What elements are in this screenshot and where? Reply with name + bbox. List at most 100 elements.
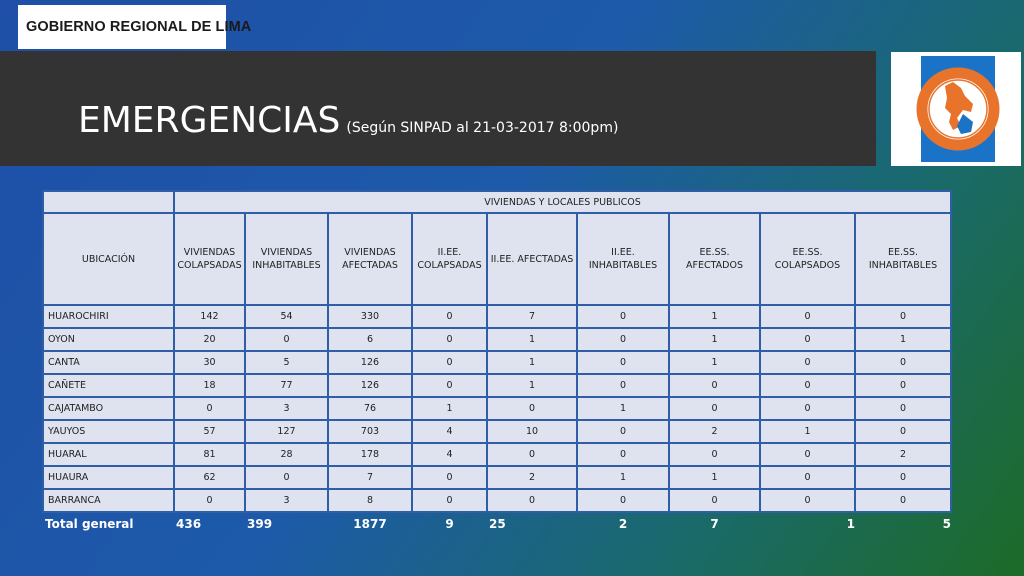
table-row: BARRANCA 0 3 8 0 0 0 0 0 0 [42,488,953,513]
value-cell: 81 [173,442,246,467]
value-cell: 10 [486,419,578,444]
value-cell: 1 [576,465,670,490]
value-cell: 0 [244,465,329,490]
value-cell: 1 [668,327,761,352]
value-cell: 0 [853,350,953,375]
value-cell: 1 [668,350,761,375]
value-cell: 4 [411,442,488,467]
value-cell: 0 [411,350,488,375]
value-cell: 1 [411,396,488,421]
value-cell: 0 [576,488,670,513]
group-header: VIVIENDAS Y LOCALES PUBLICOS [172,190,953,214]
value-cell: 0 [759,327,856,352]
value-cell: 1 [486,327,578,352]
value-cell: 0 [576,327,670,352]
table-row: YAUYOS 57 127 703 4 10 0 2 1 0 [42,419,953,444]
total-cell: 436 [176,517,202,531]
location-cell: CAJATAMBO [42,396,175,421]
value-cell: 18 [173,373,246,398]
value-cell: 54 [244,304,329,329]
page-title: EMERGENCIAS (Según SINPAD al 21-03-2017 8… [78,100,618,141]
value-cell: 0 [486,396,578,421]
title-subtitle: (Según SINPAD al 21-03-2017 8:00pm) [346,120,619,136]
location-cell: HUAROCHIRI [42,304,175,329]
total-cell: 7 [710,517,719,531]
org-name: GOBIERNO REGIONAL DE LIMA [26,19,252,35]
total-cell: 5 [942,517,952,531]
location-cell: CAÑETE [42,373,175,398]
column-header: EE.SS. AFECTADOS [668,212,761,306]
value-cell: 0 [853,465,953,490]
value-cell: 0 [576,350,670,375]
value-cell: 0 [759,350,856,375]
value-cell: 2 [486,465,578,490]
civil-defense-seal [891,52,1021,166]
value-cell: 703 [327,419,413,444]
table-row: CANTA 30 5 126 0 1 0 1 0 0 [42,350,953,375]
value-cell: 20 [173,327,246,352]
value-cell: 0 [759,488,856,513]
column-header: VIVIENDAS INHABITABLES [244,212,329,306]
value-cell: 5 [244,350,329,375]
table-row: HUAURA 62 0 7 0 2 1 1 0 0 [42,465,953,490]
title-band [0,51,876,166]
value-cell: 0 [411,327,488,352]
value-cell: 0 [759,304,856,329]
value-cell: 0 [759,465,856,490]
value-cell: 1 [576,396,670,421]
org-logo: GOBIERNO REGIONAL DE LIMA [18,5,251,49]
value-cell: 0 [576,419,670,444]
value-cell: 0 [853,396,953,421]
value-cell: 2 [668,419,761,444]
table-row: OYON 20 0 6 0 1 0 1 0 1 [42,327,953,352]
title-main: EMERGENCIAS [78,100,341,141]
value-cell: 1 [668,304,761,329]
value-cell: 0 [853,373,953,398]
value-cell: 0 [411,465,488,490]
value-cell: 142 [173,304,246,329]
emergencies-table: VIVIENDAS Y LOCALES PUBLICOS UBICACIÓN V… [42,190,953,535]
value-cell: 0 [244,327,329,352]
location-cell: HUARAL [42,442,175,467]
column-header: VIVIENDAS COLAPSADAS [173,212,246,306]
value-cell: 0 [668,442,761,467]
value-cell: 126 [327,373,413,398]
value-cell: 0 [668,373,761,398]
value-cell: 0 [173,396,246,421]
value-cell: 4 [411,419,488,444]
civil-defense-seal-icon [916,67,1000,151]
value-cell: 0 [853,419,953,444]
column-header: II.EE. AFECTADAS [486,212,578,306]
value-cell: 0 [576,442,670,467]
value-cell: 3 [244,488,329,513]
table-row: CAÑETE 18 77 126 0 1 0 0 0 0 [42,373,953,398]
total-cell: 399 [247,517,273,531]
total-cell: 1877 [353,517,387,531]
value-cell: 0 [411,304,488,329]
location-cell: HUAURA [42,465,175,490]
table-row: HUARAL 81 28 178 4 0 0 0 0 2 [42,442,953,467]
value-cell: 0 [759,396,856,421]
total-row: Total general 436 399 1877 9 25 2 7 1 5 [43,512,951,535]
value-cell: 0 [853,304,953,329]
location-cell: BARRANCA [42,488,175,513]
value-cell: 0 [668,488,761,513]
value-cell: 3 [244,396,329,421]
value-cell: 1 [759,419,856,444]
value-cell: 8 [327,488,413,513]
total-cell: 9 [445,517,454,531]
value-cell: 1 [486,373,578,398]
value-cell: 0 [411,373,488,398]
column-header: EE.SS. COLAPSADOS [759,212,856,306]
column-header: EE.SS. INHABITABLES [853,212,953,306]
table-row: HUAROCHIRI 142 54 330 0 7 0 1 0 0 [42,304,953,329]
location-cell: CANTA [42,350,175,375]
value-cell: 6 [327,327,413,352]
value-cell: 76 [327,396,413,421]
value-cell: 1 [486,350,578,375]
value-cell: 7 [486,304,578,329]
value-cell: 330 [327,304,413,329]
value-cell: 62 [173,465,246,490]
value-cell: 0 [411,488,488,513]
value-cell: 0 [759,442,856,467]
